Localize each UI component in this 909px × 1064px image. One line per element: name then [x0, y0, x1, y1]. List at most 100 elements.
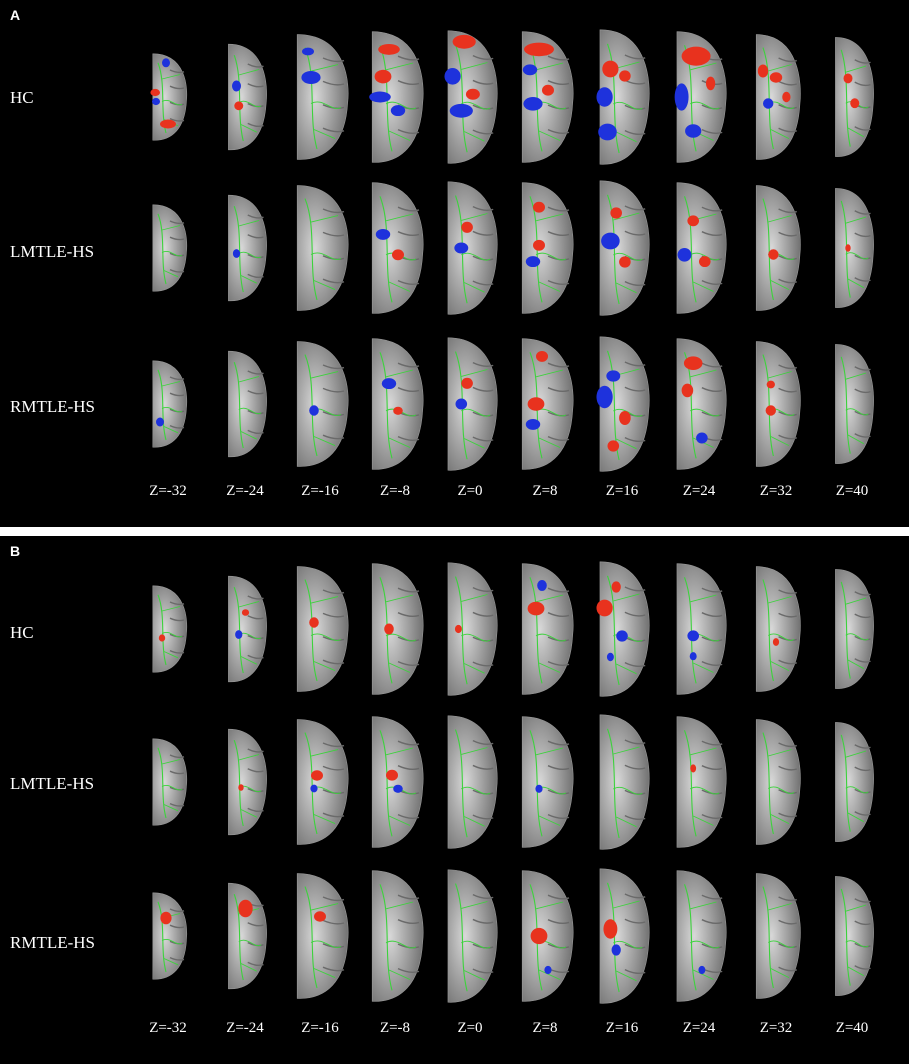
activation-cluster-red — [619, 256, 631, 268]
brain-slice-image — [447, 715, 498, 849]
activation-cluster-blue — [598, 123, 617, 141]
slice-label: Z=-16 — [301, 483, 339, 499]
activation-cluster-red — [542, 84, 554, 96]
slice-label: Z=-24 — [226, 1020, 264, 1036]
activation-cluster-blue — [687, 630, 699, 642]
activation-cluster-red — [150, 88, 160, 97]
brain-slice-image — [676, 563, 727, 695]
activation-cluster-red — [309, 617, 319, 628]
activation-cluster-red — [392, 249, 404, 261]
brain-slice-image — [755, 185, 801, 311]
brain-slice-image — [596, 561, 650, 697]
group-label-hc: HC — [10, 88, 34, 107]
panel-b: B HC LMTLE-HS RMTLE-HS Z=-32 Z=-24 Z=-16… — [0, 536, 909, 1064]
activation-cluster-red — [849, 98, 859, 109]
activation-cluster-red — [461, 221, 473, 233]
panel-letter: A — [10, 7, 21, 23]
brain-slice-image — [152, 204, 188, 292]
activation-cluster-blue — [685, 124, 702, 138]
activation-cluster-blue — [596, 87, 613, 107]
brain-slice-image — [755, 341, 801, 467]
brain-slice-image — [834, 722, 874, 842]
activation-cluster-red — [769, 72, 783, 83]
brain-slice-image — [755, 566, 801, 692]
brain-slice-image — [296, 873, 349, 999]
activation-cluster-red — [619, 411, 631, 425]
brain-slice-image — [676, 870, 727, 1002]
brain-slice-image — [676, 338, 727, 470]
activation-cluster-blue — [156, 417, 164, 427]
activation-cluster-red — [452, 34, 476, 49]
activation-cluster-blue — [525, 256, 541, 268]
activation-cluster-blue — [698, 965, 706, 975]
group-label-lmtle-hs: LMTLE-HS — [10, 774, 95, 793]
brain-slice-image — [676, 716, 727, 848]
brain-slice-image — [521, 338, 574, 470]
activation-cluster-blue — [301, 71, 321, 84]
activation-cluster-red — [681, 383, 694, 398]
brain-slice-image — [521, 31, 574, 163]
activation-cluster-red — [378, 43, 400, 55]
activation-cluster-blue — [302, 47, 314, 56]
brain-slice-image — [227, 194, 267, 302]
activation-cluster-blue — [232, 249, 240, 258]
brain-slice-image — [521, 563, 574, 695]
brain-slice-image — [444, 30, 498, 164]
brain-slice-image — [227, 43, 267, 151]
brain-slice-image — [521, 182, 574, 314]
activation-cluster-blue — [449, 103, 473, 118]
brain-slice-image — [371, 338, 424, 470]
activation-cluster-blue — [537, 580, 547, 591]
activation-cluster-red — [454, 624, 462, 634]
brain-slice-image — [152, 892, 188, 980]
slice-label: Z=24 — [682, 1020, 716, 1036]
activation-cluster-red — [699, 256, 711, 268]
activation-cluster-blue — [523, 97, 543, 111]
brain-slice-image — [371, 182, 424, 314]
brain-slice-image — [296, 341, 349, 467]
activation-cluster-red — [393, 406, 403, 415]
activation-cluster-blue — [369, 91, 391, 103]
activation-cluster-red — [536, 350, 548, 362]
brain-slice-image — [447, 181, 498, 315]
slice-label: Z=24 — [682, 483, 716, 499]
activation-cluster-red — [314, 911, 326, 922]
activation-cluster-blue — [674, 83, 689, 111]
activation-cluster-blue — [535, 784, 543, 793]
activation-cluster-blue — [234, 630, 242, 639]
activation-cluster-red — [533, 201, 545, 213]
brain-slice-image — [834, 876, 874, 996]
activation-cluster-red — [533, 239, 545, 251]
activation-cluster-blue — [522, 64, 538, 76]
brain-slice-image — [296, 566, 349, 692]
brain-slice-image — [599, 180, 650, 316]
brain-slice-image — [371, 716, 424, 848]
slice-label: Z=16 — [605, 483, 639, 499]
brain-slice-image — [676, 182, 727, 314]
brain-slice-image — [834, 188, 874, 308]
activation-cluster-red — [768, 249, 779, 260]
brain-slice-image — [152, 360, 188, 448]
activation-cluster-blue — [231, 80, 241, 92]
brain-slice-image — [447, 869, 498, 1003]
activation-cluster-red — [610, 207, 622, 219]
brain-slice-image — [599, 714, 650, 850]
brain-slice-image — [296, 719, 349, 845]
activation-cluster-red — [765, 405, 776, 416]
activation-cluster-red — [681, 46, 711, 66]
activation-cluster-red — [757, 64, 769, 78]
activation-cluster-red — [690, 764, 697, 773]
brain-slice-image — [521, 716, 574, 848]
activation-cluster-blue — [544, 965, 552, 975]
brain-slice-image — [596, 336, 650, 472]
activation-cluster-blue — [390, 105, 406, 117]
activation-cluster-blue — [309, 405, 319, 416]
group-label-rmtle-hs: RMTLE-HS — [10, 933, 95, 952]
brain-slice-image — [755, 873, 801, 999]
activation-cluster-red — [705, 76, 716, 91]
brain-slice-image — [834, 569, 874, 689]
slice-label: Z=32 — [759, 483, 793, 499]
slice-label: Z=-24 — [226, 483, 264, 499]
slice-label: Z=8 — [532, 483, 558, 499]
activation-cluster-red — [241, 609, 249, 616]
